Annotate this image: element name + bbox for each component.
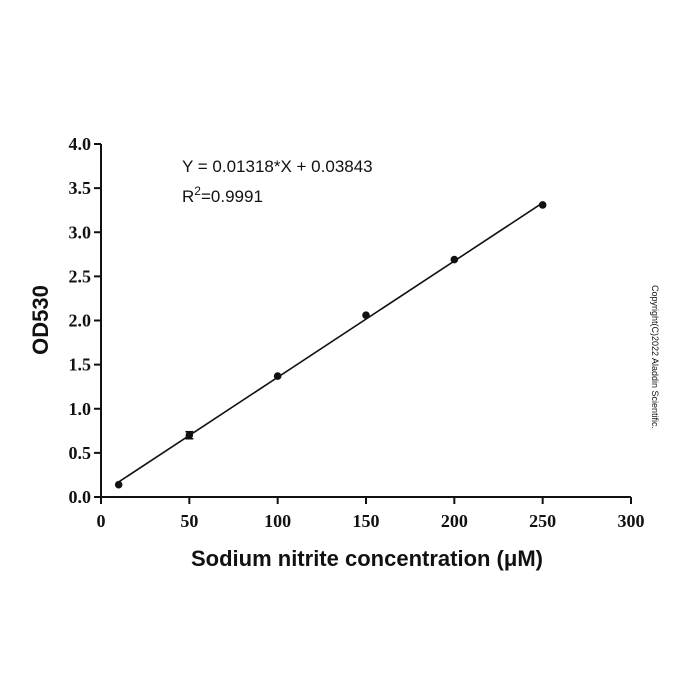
y-tick-label: 1.0	[69, 399, 92, 419]
y-tick-label: 3.5	[69, 178, 92, 198]
fit-line-group	[118, 202, 544, 483]
x-tick-label: 0	[97, 511, 106, 531]
data-point	[273, 372, 282, 380]
y-tick-label: 4.0	[69, 134, 92, 154]
y-tick-label: 2.5	[69, 266, 92, 286]
y-tick-label: 2.0	[69, 311, 92, 331]
data-point	[114, 480, 123, 489]
y-axis-title: OD530	[28, 285, 53, 355]
y-tick-label: 0.0	[69, 487, 92, 507]
data-point	[450, 255, 459, 264]
y-tick-label: 1.5	[69, 355, 92, 375]
x-tick-label: 150	[353, 511, 380, 531]
data-points	[114, 201, 547, 489]
axes: 0 50 100 150 200 250 300 0.0 0.5 1.0 1.5 2.0 2.5 3.0 3…	[69, 134, 645, 531]
fit-line	[118, 202, 544, 483]
x-tick-label: 250	[529, 511, 556, 531]
data-point	[362, 311, 370, 320]
r-squared-label: R2=0.9991	[182, 184, 263, 206]
y-tick-label: 0.5	[69, 443, 92, 463]
x-tick-label: 300	[618, 511, 645, 531]
copyright-notice: Copyright(C)2022 Aladdin Scientific.	[650, 285, 660, 429]
data-point	[185, 431, 194, 440]
x-axis-title: Sodium nitrite concentration (μM)	[191, 546, 543, 571]
equation-label: Y = 0.01318*X + 0.03843	[182, 157, 373, 176]
x-tick-label: 100	[264, 511, 291, 531]
x-tick-label: 50	[180, 511, 198, 531]
x-tick-label: 200	[441, 511, 468, 531]
y-tick-label: 3.0	[69, 222, 92, 242]
data-point	[538, 201, 547, 209]
